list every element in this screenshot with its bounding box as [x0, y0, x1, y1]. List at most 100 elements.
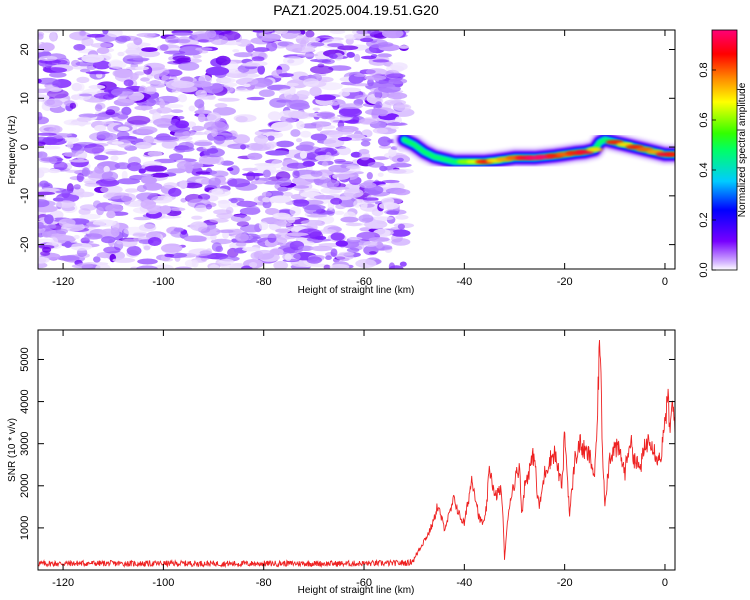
noise-speckle — [69, 121, 93, 125]
noise-speckle — [102, 30, 109, 35]
noise-speckle — [339, 103, 363, 110]
noise-speckle — [136, 265, 159, 269]
noise-speckle — [328, 130, 343, 138]
noise-speckle — [197, 113, 206, 123]
noise-speckle — [358, 214, 374, 223]
noise-speckle — [375, 101, 383, 109]
noise-speckle — [236, 73, 260, 78]
noise-speckle — [160, 243, 183, 253]
noise-speckle — [295, 144, 314, 152]
noise-speckle — [321, 161, 329, 167]
noise-speckle — [258, 221, 269, 231]
noise-speckle — [136, 32, 156, 38]
noise-speckle — [93, 200, 102, 209]
noise-speckle — [81, 54, 104, 63]
noise-speckle — [47, 233, 68, 239]
noise-speckle — [367, 78, 374, 87]
noise-speckle — [309, 86, 322, 97]
noise-speckle — [73, 234, 80, 240]
noise-speckle — [346, 51, 356, 58]
noise-speckle — [68, 159, 90, 163]
noise-speckle — [116, 35, 131, 42]
noise-speckle — [206, 112, 221, 122]
noise-speckle — [153, 118, 175, 127]
noise-speckle — [258, 32, 267, 37]
noise-speckle — [63, 152, 79, 157]
noise-speckle — [200, 227, 221, 237]
noise-speckle — [52, 197, 65, 202]
noise-speckle — [269, 195, 292, 204]
noise-speckle — [140, 173, 154, 178]
track-hotspot — [586, 147, 603, 152]
noise-speckle — [376, 83, 395, 88]
noise-speckle — [143, 245, 151, 251]
noise-speckle — [284, 253, 292, 261]
noise-speckle — [132, 57, 150, 61]
noise-speckle — [328, 53, 338, 59]
noise-speckle — [133, 37, 143, 46]
noise-speckle — [249, 262, 258, 268]
x-tick-label: -80 — [256, 276, 272, 288]
noise-speckle — [258, 233, 282, 239]
noise-speckle — [262, 197, 271, 203]
noise-speckle — [191, 215, 203, 220]
noise-speckle — [123, 226, 147, 236]
noise-speckle — [40, 251, 51, 256]
chart-title: PAZ1.2025.004.19.51.G20 — [273, 2, 439, 18]
noise-speckle — [58, 218, 76, 228]
y-tick-label: 10 — [19, 92, 31, 104]
noise-speckle — [341, 129, 354, 133]
noise-speckle — [187, 198, 211, 208]
noise-speckle — [271, 121, 293, 132]
track-hotspot — [665, 152, 675, 157]
noise-speckle — [360, 117, 380, 125]
noise-speckle — [147, 67, 170, 77]
noise-speckle — [290, 129, 301, 137]
noise-speckle — [250, 142, 271, 151]
noise-speckle — [257, 65, 266, 75]
noise-speckle — [310, 65, 334, 74]
noise-speckle — [236, 200, 258, 207]
noise-speckle — [147, 151, 163, 157]
noise-speckle — [195, 47, 213, 52]
noise-speckle — [85, 71, 110, 75]
noise-speckle — [203, 147, 225, 158]
noise-speckle — [363, 241, 378, 247]
noise-speckle — [398, 45, 410, 49]
noise-speckle — [117, 126, 130, 131]
colorbar-tick-label: 0.2 — [698, 212, 710, 227]
noise-speckle — [199, 50, 209, 54]
noise-speckle — [42, 30, 60, 34]
noise-speckle — [365, 108, 388, 116]
noise-speckle — [179, 135, 193, 141]
noise-speckle — [283, 56, 304, 66]
noise-speckle — [197, 39, 209, 43]
noise-speckle — [103, 192, 124, 200]
noise-speckle — [159, 100, 166, 109]
noise-speckle — [378, 202, 399, 210]
noise-speckle — [281, 32, 305, 40]
noise-speckle — [356, 99, 363, 104]
noise-speckle — [296, 90, 310, 98]
noise-speckle — [285, 43, 306, 52]
noise-speckle — [286, 162, 309, 169]
noise-speckle — [86, 33, 105, 38]
noise-speckle — [285, 232, 309, 237]
x-tick-label: -100 — [152, 276, 174, 288]
noise-speckle — [43, 67, 68, 73]
bottom-x-axis: -120 -100 -80 -60 -40 -20 0 — [52, 330, 668, 589]
noise-speckle — [336, 146, 351, 156]
noise-speckle — [329, 30, 346, 34]
noise-speckle — [64, 241, 72, 248]
noise-speckle — [387, 169, 407, 174]
noise-speckle — [302, 157, 319, 163]
noise-speckle — [38, 94, 50, 102]
noise-speckle — [386, 210, 399, 215]
noise-speckle — [215, 156, 224, 166]
noise-speckle — [252, 30, 265, 33]
noise-speckle — [143, 135, 155, 144]
noise-speckle — [218, 199, 231, 209]
noise-speckle — [265, 150, 290, 156]
noise-speckle — [359, 151, 371, 161]
noise-speckle — [139, 50, 160, 58]
